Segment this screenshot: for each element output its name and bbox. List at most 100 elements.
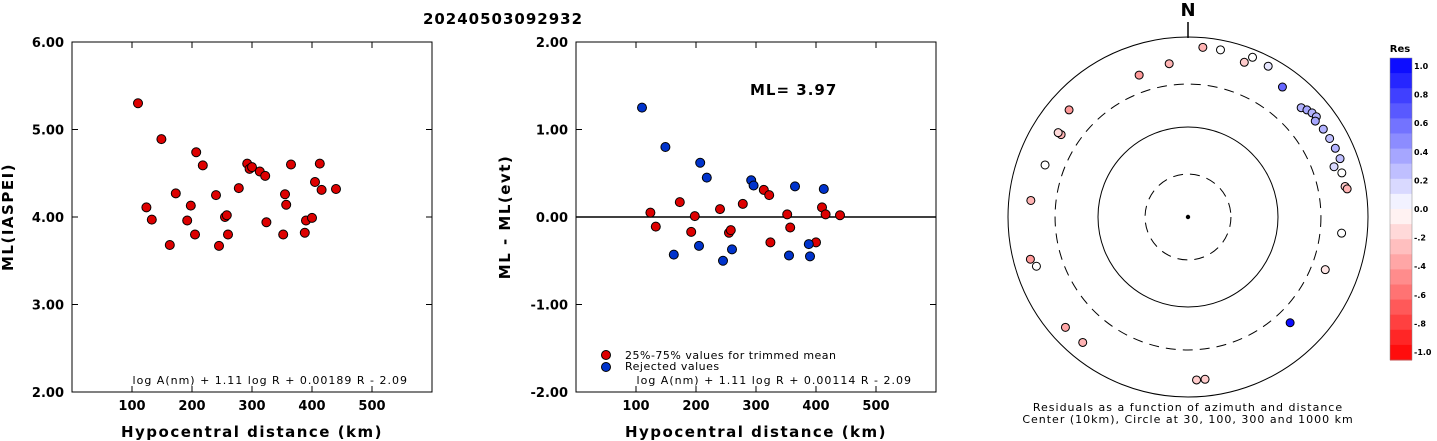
data-point: [261, 217, 272, 228]
data-point: [835, 210, 845, 221]
station-point: [1192, 375, 1202, 385]
colorbar-segment: [1390, 178, 1412, 195]
colorbar-tick-label: 0.2: [1414, 176, 1428, 185]
legend-label-trimmed: 25%-75% values for trimmed mean: [625, 349, 837, 362]
colorbar-segment: [1390, 148, 1412, 165]
data-point: [820, 209, 831, 220]
station-point: [1134, 70, 1144, 80]
colorbar-segment: [1390, 254, 1412, 270]
station-point: [1239, 57, 1249, 67]
data-point: [331, 184, 341, 194]
station-point: [1330, 143, 1340, 153]
data-point: [637, 102, 647, 113]
legend-marker-rejected: [601, 362, 611, 372]
station-point: [1198, 42, 1208, 52]
data-point: [314, 158, 325, 169]
station-points: [1025, 42, 1352, 385]
data-point: [715, 204, 725, 215]
x-tick-label: 500: [862, 399, 889, 414]
ml-annotation: ML= 3.97: [750, 81, 837, 99]
colorbar-tick-label: 0.8: [1414, 91, 1429, 100]
polar-caption: Center (10km), Circle at 30, 100, 300 an…: [1022, 413, 1353, 426]
data-point: [727, 244, 737, 255]
x-tick-label: 400: [298, 399, 325, 414]
x-axis-ticks: 100 200 300 400 500: [118, 42, 386, 414]
colorbar-segment: [1390, 284, 1412, 301]
x-tick-label: 400: [802, 399, 829, 414]
ring-300km: [1054, 83, 1322, 351]
data-point: [818, 184, 829, 194]
data-point: [748, 180, 759, 191]
station-point: [1025, 254, 1035, 264]
panel-ml-residual: 100 200 300 400 500 -2.00 -1.00 0.00 1.00 2.00 H…: [496, 36, 937, 441]
station-point: [1337, 168, 1347, 178]
y-tick-label: 2.00: [32, 386, 64, 401]
data-point: [307, 212, 317, 223]
y-tick-label: 2.00: [536, 36, 568, 51]
data-point: [278, 229, 289, 240]
colorbar-segment: [1390, 58, 1412, 74]
data-point: [805, 251, 815, 262]
y-tick-label: 3.00: [32, 299, 64, 314]
data-point: [645, 207, 656, 218]
data-point: [260, 170, 271, 181]
data-points: [133, 98, 341, 251]
data-point: [718, 255, 728, 266]
colorbar-ticks: 1.0 0.8 0.6 0.4 0.2 0.0 -.2 -.4 -.6 -.8 -1.0: [1414, 62, 1432, 357]
colorbar-segment: [1390, 209, 1412, 225]
x-axis-ticks: 100 200 300 400 500: [622, 42, 890, 414]
data-point: [233, 183, 244, 194]
colorbar-tick-label: 1.0: [1414, 62, 1429, 71]
station-point: [1040, 160, 1050, 170]
colorbar-tick-label: -1.0: [1414, 348, 1432, 357]
colorbar-segment: [1390, 299, 1412, 316]
data-point: [660, 142, 671, 152]
x-tick-label: 100: [118, 399, 145, 414]
data-point: [280, 189, 290, 200]
station-point: [1335, 154, 1345, 164]
plot-frame: [71, 41, 433, 393]
data-point: [197, 160, 208, 171]
y-axis-label: ML - ML(evt): [496, 155, 514, 279]
data-point: [694, 240, 704, 251]
colorbar-tick-label: 0.4: [1414, 148, 1429, 157]
data-point: [247, 162, 257, 173]
colorbar-segment: [1390, 269, 1412, 285]
x-tick-label: 500: [358, 399, 385, 414]
panel-azimuth-residuals: N Residuals as a function of azimuth and…: [1007, 0, 1432, 426]
station-point: [1263, 61, 1273, 71]
colorbar-segment: [1390, 163, 1412, 180]
data-point: [310, 177, 320, 187]
data-point: [689, 211, 700, 222]
data-point: [182, 215, 193, 226]
data-point: [674, 197, 685, 208]
colorbar-tick-label: -.2: [1414, 234, 1426, 243]
x-axis-label: Hypocentral distance (km): [121, 423, 383, 441]
colorbar-segment: [1390, 193, 1412, 210]
data-point: [190, 229, 200, 240]
station-point: [1215, 45, 1225, 55]
y-tick-label: -1.00: [531, 299, 568, 314]
ring-30km: [1144, 173, 1232, 261]
colorbar-title: Res: [1390, 44, 1410, 55]
x-tick-label: 200: [178, 399, 205, 414]
data-point: [765, 237, 776, 248]
station-point: [1053, 128, 1063, 138]
data-point: [164, 240, 175, 250]
data-point: [281, 199, 292, 210]
y-tick-label: 5.00: [32, 124, 64, 139]
data-point: [211, 190, 221, 201]
colorbar-tick-label: 0.6: [1414, 119, 1429, 128]
station-point: [1078, 337, 1088, 347]
data-point: [803, 239, 814, 250]
station-point: [1060, 322, 1070, 332]
data-point: [156, 134, 167, 145]
legend: 25%-75% values for trimmed mean Rejected…: [601, 349, 837, 373]
colorbar-segment: [1390, 239, 1412, 255]
data-point: [316, 184, 327, 195]
data-point: [725, 225, 736, 236]
data-point: [185, 200, 196, 211]
colorbar-tick-label: -.4: [1414, 262, 1426, 271]
station-point: [1342, 184, 1352, 194]
data-point: [223, 229, 233, 240]
